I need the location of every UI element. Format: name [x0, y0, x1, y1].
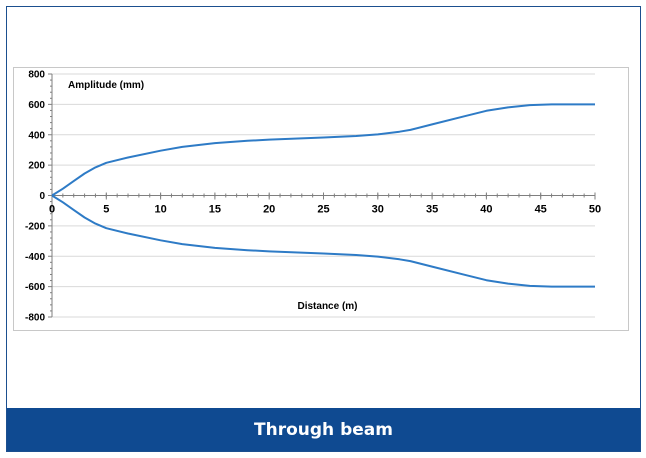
x-tick-label: 50: [589, 204, 601, 216]
y-tick-label: 800: [28, 70, 45, 81]
x-tick-label: 5: [103, 204, 109, 216]
series-line-1: [51, 103, 595, 197]
y-axis-label: Amplitude (mm): [68, 80, 144, 91]
card-frame: 800 600 400 200 0 -200 -400 -600 -800 0 5 10 15 20 25 3…: [6, 6, 641, 452]
x-tick-label: 0: [49, 204, 55, 216]
amplitude-distance-chart: 800 600 400 200 0 -200 -400 -600 -800 0 5 10 15 20 25 3…: [25, 70, 601, 324]
y-tick-label: -600: [25, 282, 45, 293]
x-tick-label: 45: [535, 204, 547, 216]
x-tick-label: 20: [263, 204, 275, 216]
caption-banner: Through beam: [7, 408, 640, 451]
y-tick-label: 0: [39, 191, 45, 202]
x-tick-label: 10: [154, 204, 166, 216]
caption-text: Through beam: [254, 419, 393, 440]
y-tick-label: -800: [25, 313, 45, 324]
x-tick-label: 15: [209, 204, 221, 216]
x-tick-label: 25: [317, 204, 329, 216]
y-tick-label: -400: [25, 252, 45, 263]
x-tick-label: 35: [426, 204, 438, 216]
x-axis-label: Distance (m): [297, 301, 357, 312]
series-line-2: [51, 194, 595, 288]
y-tick-label: 200: [28, 161, 45, 172]
y-tick-label: 400: [28, 130, 45, 141]
y-tick-label: 600: [28, 100, 45, 111]
x-tick-label: 40: [480, 204, 492, 216]
y-tick-label: -200: [25, 221, 45, 232]
chart-frame: 800 600 400 200 0 -200 -400 -600 -800 0 5 10 15 20 25 3…: [13, 67, 629, 331]
x-tick-label: 30: [372, 204, 384, 216]
